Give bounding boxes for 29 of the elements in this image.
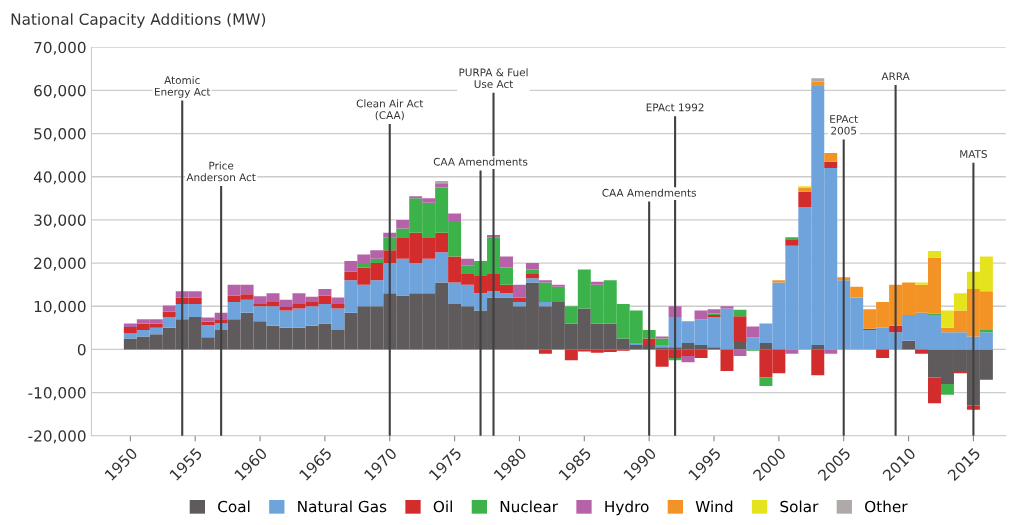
- y-tick-label: 30,000: [34, 214, 86, 228]
- legend-label: Hydro: [605, 500, 649, 516]
- y-tick-label: 20,000: [34, 257, 86, 271]
- y-tick-label: 50,000: [34, 128, 86, 142]
- y-tick-label: -20,000: [28, 430, 86, 444]
- ref-line-label: CAA Amendments: [602, 188, 696, 197]
- ref-line-label: ARRA: [881, 72, 910, 81]
- legend-label: Wind: [695, 500, 733, 513]
- chart-title: National Capacity Additions (MW): [11, 13, 266, 28]
- y-tick-label: -10,000: [28, 387, 86, 401]
- legend-label: Coal: [218, 500, 250, 513]
- y-tick-label: 60,000: [34, 84, 86, 98]
- y-tick-label: 10,000: [34, 300, 86, 314]
- ref-line-label: Price Anderson Act: [186, 161, 256, 182]
- legend-label: Solar: [780, 500, 819, 513]
- ref-line-label: MATS: [960, 150, 987, 158]
- y-tick-label: 40,000: [33, 171, 86, 185]
- ref-line-label: PURPA & Fuel Use Act: [459, 68, 528, 88]
- ref-line-label: Clean Air Act (CAA): [356, 99, 424, 121]
- legend-label: Nuclear: [500, 500, 559, 513]
- ref-line-label: CAA Amendments: [433, 157, 528, 166]
- legend-label: Natural Gas: [298, 500, 387, 513]
- y-tick-label: 0: [77, 343, 86, 356]
- y-tick-label: 70,000: [34, 41, 86, 55]
- ref-line-label: Atomic Energy Act: [154, 76, 211, 98]
- legend-label: Oil: [433, 500, 452, 513]
- ref-line-label: EPAct 2005: [830, 115, 858, 135]
- legend-label: Other: [865, 500, 908, 513]
- ref-line-label: EPAct 1992: [646, 103, 704, 112]
